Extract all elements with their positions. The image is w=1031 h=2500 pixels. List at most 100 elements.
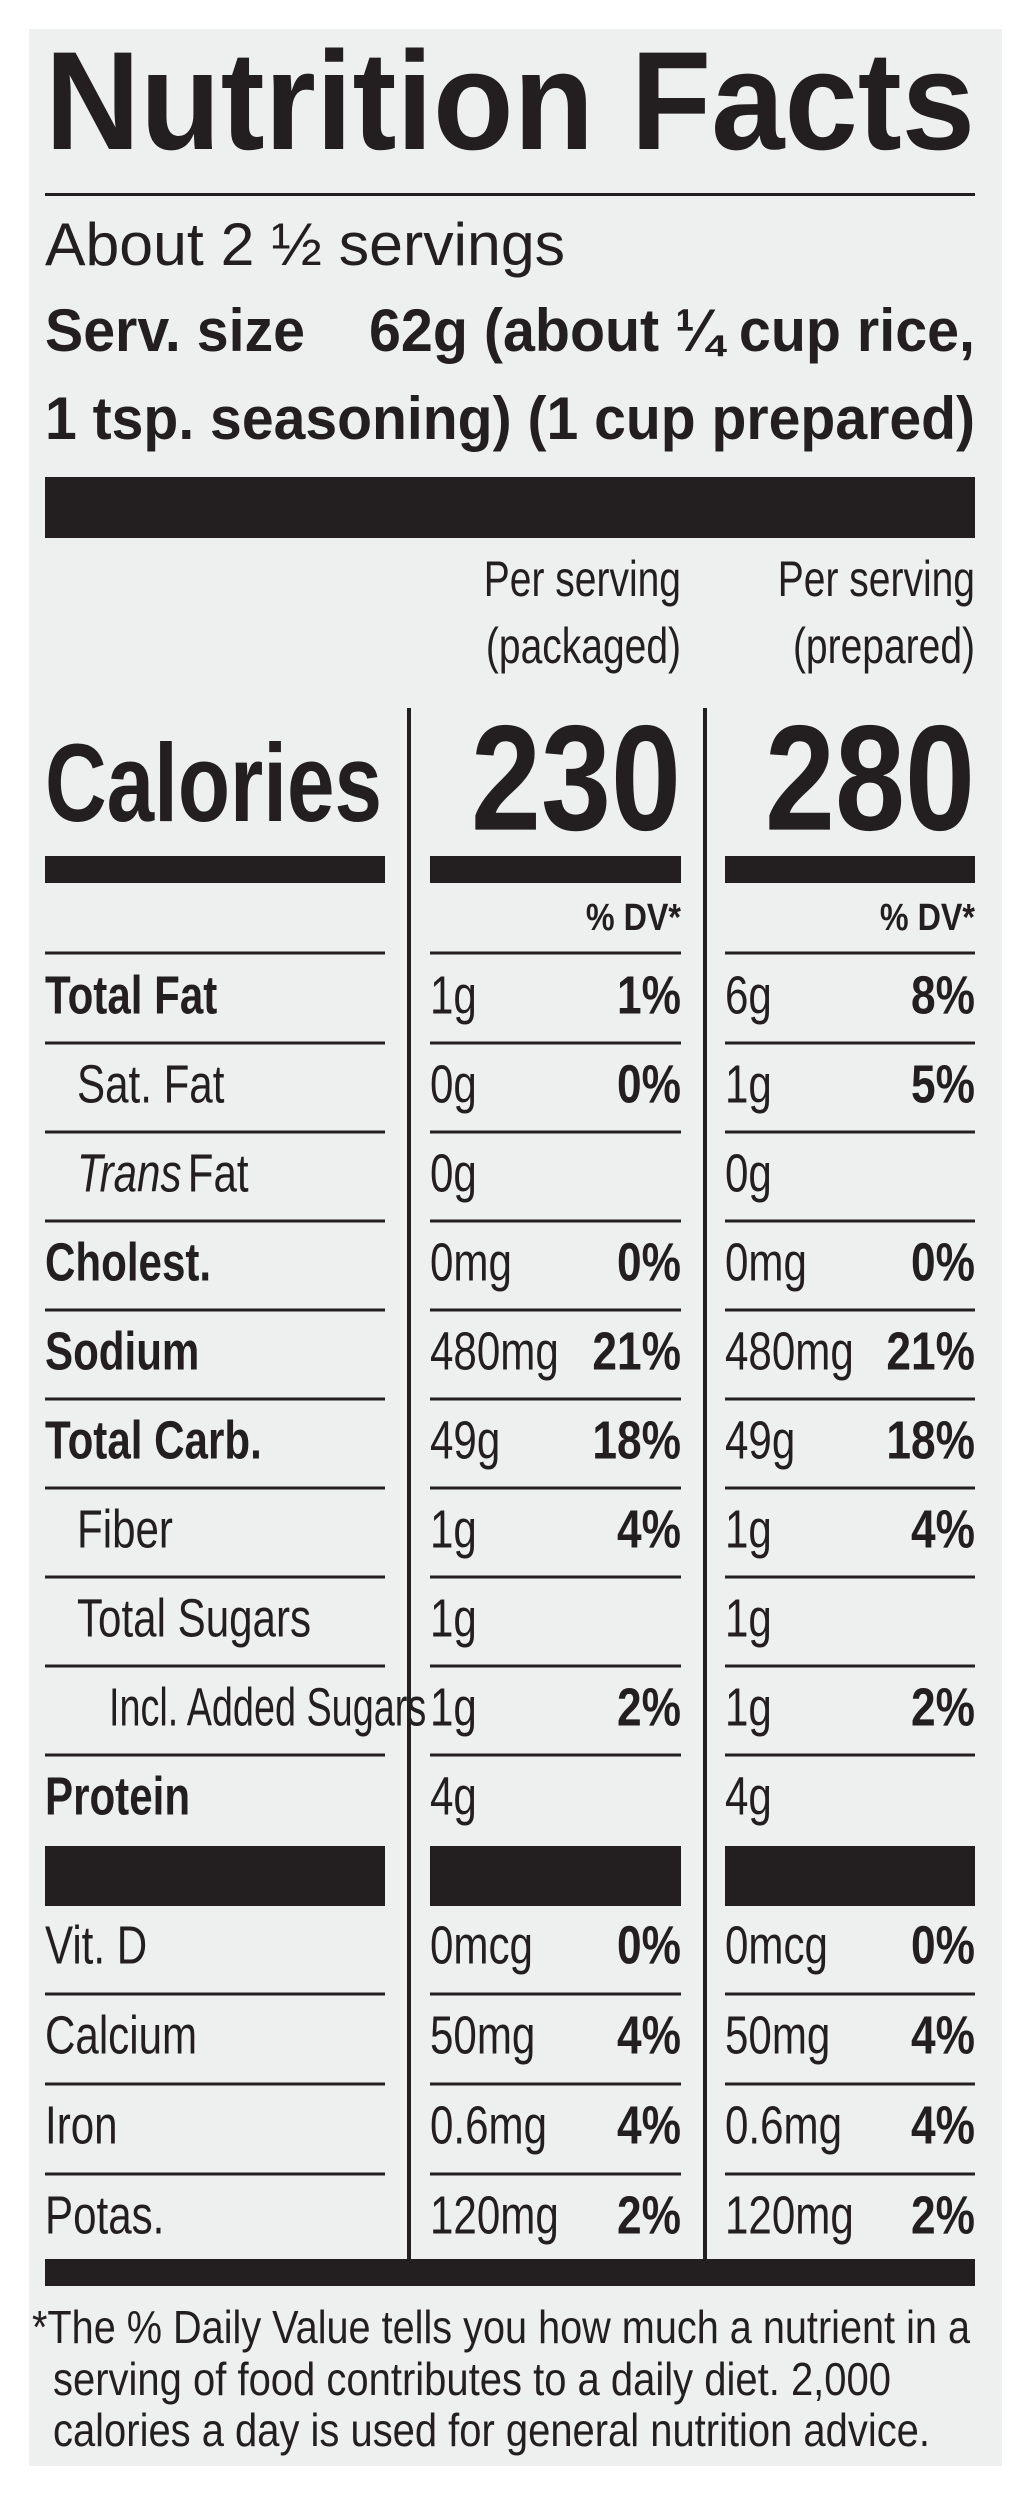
amount: 120mg (725, 2185, 854, 2245)
daily-value: 21% (592, 1321, 681, 1381)
title: Nutrition Facts (45, 22, 975, 179)
thick-bar (45, 1846, 385, 1906)
row-rule (430, 2082, 681, 2086)
daily-value: 8% (911, 965, 975, 1025)
daily-value: 5% (911, 1054, 975, 1114)
nutrient-name: Calcium (45, 2005, 197, 2065)
row-rule (725, 1992, 975, 1996)
row-rule (725, 1130, 975, 1134)
calories-bar (430, 856, 681, 883)
row-rule (45, 1753, 385, 1757)
amount: 1g (725, 1054, 772, 1114)
nutrient-name: Incl. Added Sugars (109, 1677, 426, 1737)
amount: 0mcg (430, 1915, 533, 1975)
daily-value: 0% (617, 1054, 681, 1114)
row-rule (45, 1992, 385, 1996)
amount: 0g (430, 1143, 477, 1203)
row-rule (45, 1041, 385, 1045)
amount: 0.6mg (725, 2095, 842, 2155)
daily-value: 18% (886, 1410, 975, 1470)
daily-value: 21% (886, 1321, 975, 1381)
calories-bar (45, 856, 385, 883)
nutrient-name: Potas. (45, 2185, 164, 2245)
row-rule (430, 1219, 681, 1223)
row-rule (725, 1397, 975, 1401)
daily-value: 4% (911, 2095, 975, 2155)
row-rule (45, 1308, 385, 1312)
italic-prefix: Trans (77, 1143, 181, 1203)
row-rule (725, 1575, 975, 1579)
nutrient-name: Total Fat (45, 965, 217, 1025)
row-rule (45, 1219, 385, 1223)
column-divider (407, 708, 411, 2259)
daily-value: 1% (617, 965, 681, 1025)
column-divider (703, 708, 707, 2259)
nutrient-name: Cholest. (45, 1232, 211, 1292)
daily-value: 2% (617, 2185, 681, 2245)
amount: 1g (725, 1499, 772, 1559)
dv-header: % DV* (880, 897, 975, 939)
row-rule (430, 1486, 681, 1490)
servings: About 2 ½ servings (45, 211, 565, 278)
nutrient-name: Protein (45, 1766, 190, 1826)
row-rule (45, 951, 385, 955)
footnote: *The % Daily Value tells you how much a … (32, 2301, 970, 2353)
row-rule (45, 1486, 385, 1490)
row-rule (725, 2082, 975, 2086)
footnote: serving of food contributes to a daily d… (53, 2353, 891, 2405)
calories-label: Calories (45, 722, 382, 845)
amount: 50mg (430, 2005, 535, 2065)
amount: 0g (725, 1143, 772, 1203)
daily-value: 0% (911, 1232, 975, 1292)
calories-value: 230 (471, 694, 681, 862)
daily-value: 0% (617, 1915, 681, 1975)
row-rule (430, 2172, 681, 2176)
nutrient-name: Iron (45, 2095, 118, 2155)
row-rule (725, 1486, 975, 1490)
daily-value: 2% (911, 2185, 975, 2245)
nutrient-name: Sodium (45, 1321, 199, 1381)
row-rule (430, 1992, 681, 1996)
row-rule (430, 1753, 681, 1757)
row-rule (45, 1130, 385, 1134)
thick-bar (45, 477, 975, 538)
nutrient-name-rest: Fat (188, 1143, 249, 1203)
daily-value: 4% (911, 2005, 975, 2065)
thick-bar (725, 1846, 975, 1906)
row-rule (430, 1041, 681, 1045)
row-rule (430, 1130, 681, 1134)
row-rule (725, 1219, 975, 1223)
column-header: Per serving (484, 550, 681, 607)
row-rule (725, 2172, 975, 2176)
row-rule (725, 1308, 975, 1312)
nutrient-name: Sat. Fat (77, 1054, 225, 1114)
row-rule (725, 1753, 975, 1757)
amount: 49g (430, 1410, 500, 1470)
amount: 1g (430, 965, 477, 1025)
footnote: calories a day is used for general nutri… (53, 2404, 930, 2456)
nutrient-name: Total Sugars (77, 1588, 311, 1648)
daily-value: 18% (592, 1410, 681, 1470)
row-rule (430, 1664, 681, 1668)
row-rule (430, 1397, 681, 1401)
column-header: (packaged) (486, 617, 681, 674)
daily-value: 4% (617, 2095, 681, 2155)
daily-value: 0% (617, 1232, 681, 1292)
daily-value: 2% (911, 1677, 975, 1737)
content: Nutrition Facts About 2 ½ servings Serv. s… (32, 22, 975, 2456)
serving-size: 1 tsp. seasoning) (1 cup prepared) (45, 385, 975, 452)
dv-header: % DV* (586, 897, 681, 939)
amount: 0.6mg (430, 2095, 547, 2155)
nutrient-name: Total Carb. (45, 1410, 262, 1470)
amount: 6g (725, 965, 772, 1025)
amount: 1g (430, 1588, 477, 1648)
amount: 120mg (430, 2185, 559, 2245)
nutrient-name: Vit. D (45, 1915, 147, 1975)
row-rule (430, 951, 681, 955)
row-rule (725, 1041, 975, 1045)
row-rule (45, 1575, 385, 1579)
rule (45, 193, 975, 196)
daily-value: 2% (617, 1677, 681, 1737)
